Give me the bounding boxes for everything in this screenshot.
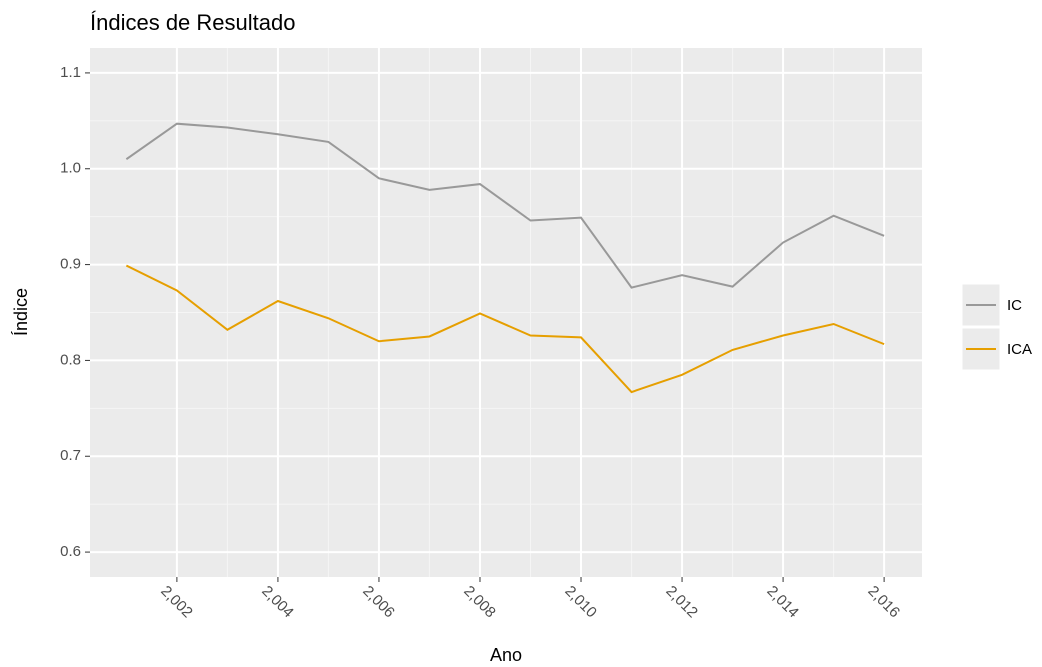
x-tick-label: 2,004 bbox=[258, 583, 297, 622]
y-tick-label: 0.6 bbox=[60, 543, 81, 560]
legend-label: ICA bbox=[1007, 341, 1032, 358]
y-tick-label: 1.1 bbox=[60, 64, 81, 81]
x-tick-label: 2,006 bbox=[359, 583, 398, 622]
x-tick-label: 2,008 bbox=[460, 583, 499, 622]
x-tick-label: 2,014 bbox=[763, 583, 802, 622]
chart-title: Índices de Resultado bbox=[90, 10, 295, 35]
x-axis-title: Ano bbox=[490, 645, 522, 665]
x-tick-label: 2,002 bbox=[157, 583, 196, 622]
legend-label: IC bbox=[1007, 297, 1022, 314]
x-tick-label: 2,012 bbox=[662, 583, 701, 622]
legend: IC ICA bbox=[961, 283, 1032, 371]
lines bbox=[125, 122, 885, 394]
y-axis-title: Índice bbox=[11, 288, 31, 336]
x-tick-label: 2,016 bbox=[864, 583, 903, 622]
x-tick-label: 2,010 bbox=[561, 583, 600, 622]
y-tick-label: 0.8 bbox=[60, 351, 81, 368]
y-tick-label: 1.0 bbox=[60, 160, 81, 177]
y-tick-label: 0.7 bbox=[60, 447, 81, 464]
series-line bbox=[125, 122, 885, 289]
series-line bbox=[125, 264, 885, 394]
y-tick-label: 0.9 bbox=[60, 256, 81, 273]
